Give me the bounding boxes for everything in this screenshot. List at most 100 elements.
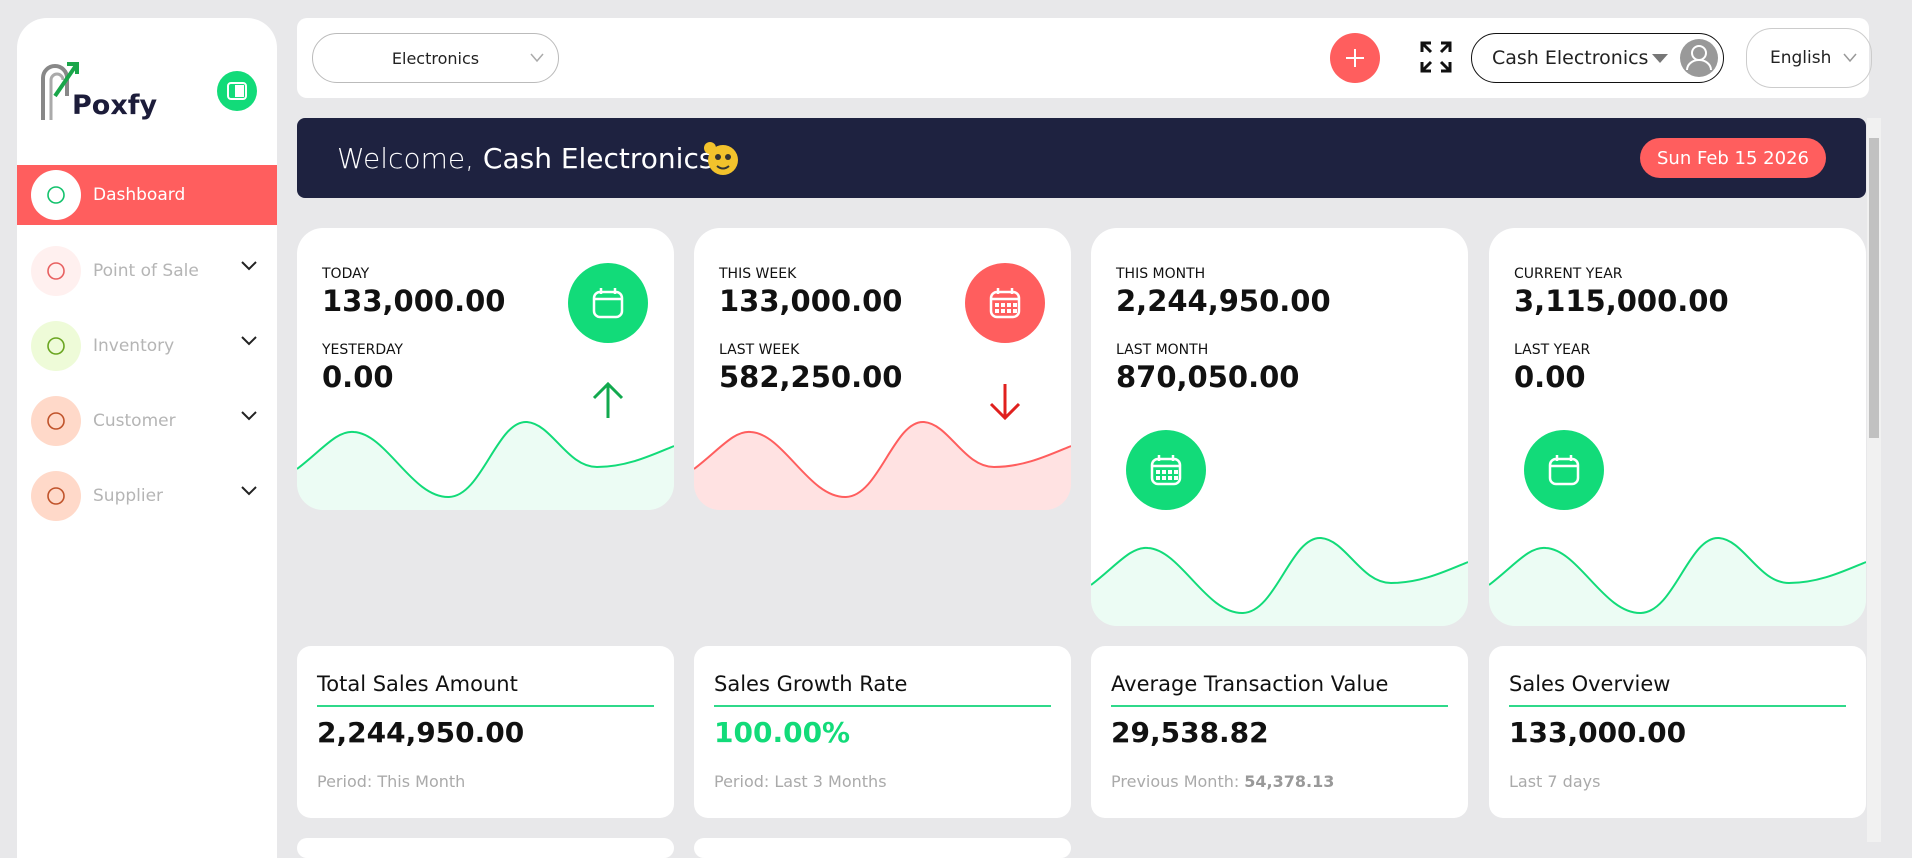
calendar-icon <box>965 263 1045 343</box>
stat-card: Sales Overview 133,000.00 Last 7 days <box>1489 646 1866 818</box>
previous-value: 0.00 <box>1514 360 1586 394</box>
icon <box>989 384 1021 421</box>
nav-item[interactable]: Customer <box>17 391 277 451</box>
greeting: Welcome, <box>337 142 474 175</box>
icon <box>47 186 65 204</box>
icon-part <box>989 290 1021 319</box>
previous-label: LAST YEAR <box>1514 342 1591 358</box>
icon-part <box>694 420 1071 499</box>
emoji <box>704 142 738 175</box>
icon <box>241 411 257 421</box>
sidebar: Poxfy Dashboard Point of Sale Inventory Cus… <box>17 18 277 858</box>
icon-part <box>1162 470 1166 474</box>
icon <box>1091 536 1468 626</box>
icon <box>1489 536 1866 626</box>
caret <box>1652 54 1668 63</box>
icon-part <box>241 261 257 271</box>
period-card: CURRENT YEAR 3,115,000.00 LAST YEAR 0.00 <box>1489 228 1866 626</box>
note-value: 54,378.13 <box>1244 772 1335 791</box>
nav-icon <box>31 246 81 296</box>
icon <box>592 288 624 319</box>
store-select[interactable]: Electronics <box>312 33 559 83</box>
icon <box>241 486 257 496</box>
nav-label: Point of Sale <box>93 261 199 281</box>
icon-part <box>1001 309 1005 313</box>
nav-item[interactable]: Point of Sale <box>17 241 277 301</box>
add-button[interactable] <box>1330 33 1380 83</box>
icon <box>47 412 65 430</box>
welcome-text: Welcome, Cash Electronics <box>337 142 713 175</box>
card-partial <box>694 838 1071 858</box>
nav-item[interactable]: Inventory <box>17 316 277 376</box>
previous-label: LAST WEEK <box>719 342 800 358</box>
store-select-text: Electronics <box>391 48 480 68</box>
stat-card: Total Sales Amount 2,244,950.00 Period: Th… <box>297 646 674 818</box>
scrollbar-thumb <box>1869 138 1879 438</box>
icon-part <box>594 288 622 301</box>
nav-icon <box>31 471 81 521</box>
collapse-button[interactable] <box>217 71 257 111</box>
title-underline <box>1509 705 1846 707</box>
nav-item[interactable]: Supplier <box>17 466 277 526</box>
nav-label: Inventory <box>93 336 175 356</box>
user-name: Cash Electronics <box>1492 47 1649 69</box>
period-card: THIS WEEK 133,000.00 LAST WEEK 582,250.00 <box>694 228 1071 510</box>
stat-title: Average Transaction Value <box>1111 672 1389 696</box>
previous-value: 582,250.00 <box>719 360 903 394</box>
calendar-icon <box>1524 430 1604 510</box>
logo-mark <box>41 62 79 120</box>
topbar: Electronics Cash Electronics English <box>297 18 1872 98</box>
icon <box>1150 455 1182 486</box>
icon-part <box>592 290 624 319</box>
period-label: TODAY <box>322 266 370 282</box>
fullscreen-button[interactable] <box>1419 40 1453 74</box>
previous-label: LAST MONTH <box>1116 342 1209 358</box>
plus-icon <box>1346 49 1364 67</box>
calendar-icon <box>1126 430 1206 510</box>
icon-part <box>1152 455 1180 468</box>
icon-part <box>1001 303 1005 307</box>
calendar-icon <box>568 263 648 343</box>
stat-value: 133,000.00 <box>1509 716 1687 749</box>
language-select[interactable]: English <box>1746 28 1872 88</box>
stat-card: Average Transaction Value 29,538.82 Previo… <box>1091 646 1468 818</box>
title-underline <box>1111 705 1448 707</box>
icon-part <box>47 412 65 430</box>
icon-part <box>1091 536 1468 615</box>
period-value: 2,244,950.00 <box>1116 284 1331 318</box>
stat-card: Sales Growth Rate 100.00% Period: Last 3 M… <box>694 646 1071 818</box>
scrollbar <box>1867 118 1881 842</box>
stat-note: Period: This Month <box>317 772 465 791</box>
icon-part <box>1007 303 1011 307</box>
user-menu[interactable]: Cash Electronics <box>1471 33 1724 83</box>
icon-part <box>1548 457 1580 486</box>
previous-label: YESTERDAY <box>322 342 403 358</box>
note-text: Period: This Month <box>317 772 466 791</box>
welcome-banner: Welcome, Cash Electronics Sun Feb 15 202… <box>297 118 1866 198</box>
card-partial <box>297 838 674 858</box>
logo-text: Poxfy <box>72 90 158 121</box>
stat-note: Period: Last 3 Months <box>714 772 887 791</box>
icon-part <box>47 262 65 280</box>
icon-part <box>297 420 674 499</box>
nav-label: Dashboard <box>93 185 186 205</box>
icon-part <box>1162 476 1166 480</box>
title-underline <box>714 705 1051 707</box>
nav-item[interactable]: Dashboard <box>17 165 277 225</box>
stat-title: Sales Overview <box>1509 672 1671 696</box>
avatar <box>1680 39 1718 77</box>
icon-part <box>1156 470 1160 474</box>
chevron <box>530 53 544 63</box>
icon-part <box>1550 455 1578 468</box>
chevron <box>1843 53 1857 63</box>
period-value: 3,115,000.00 <box>1514 284 1729 318</box>
note-text: Last 7 days <box>1509 772 1601 791</box>
collapse-icon <box>227 82 247 100</box>
icon-part <box>1489 536 1866 615</box>
icon <box>297 420 674 510</box>
nav-label: Customer <box>93 411 176 431</box>
icon-part <box>1013 303 1017 307</box>
period-label: THIS MONTH <box>1116 266 1206 282</box>
period-value: 133,000.00 <box>322 284 506 318</box>
